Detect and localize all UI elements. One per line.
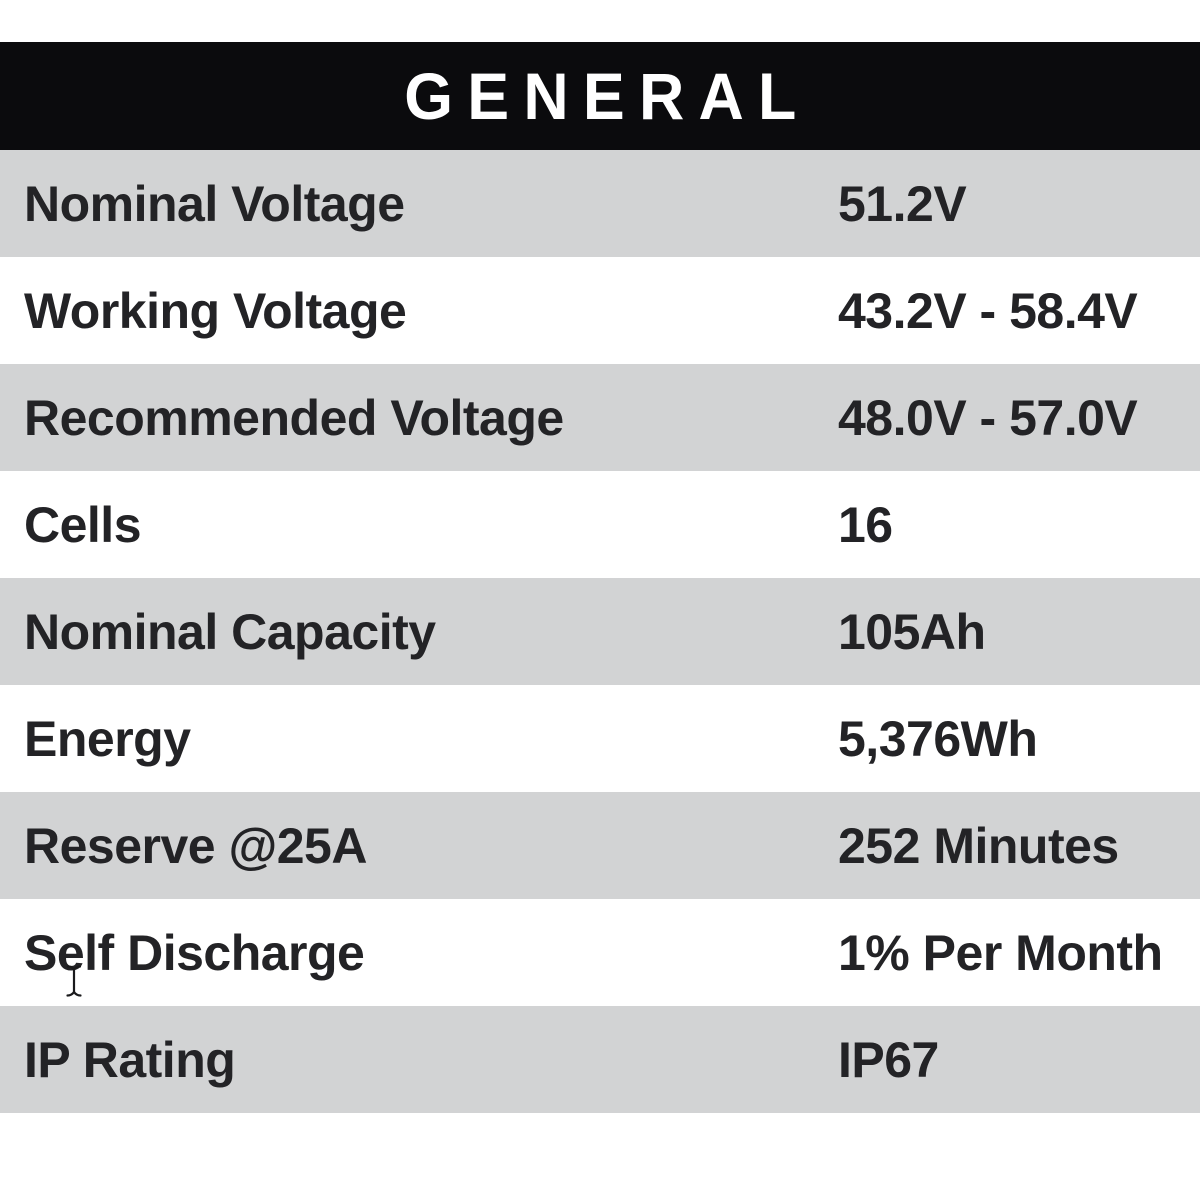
spec-value: 105Ah [838,603,986,660]
spec-label: Self Discharge [24,924,365,981]
spec-row: Working Voltage 43.2V - 58.4V [0,257,1200,364]
section-header: GENERAL [0,42,1200,150]
spec-row: Self Discharge 1% Per Month [0,899,1200,1006]
top-margin [0,0,1200,42]
spec-label: Working Voltage [24,282,407,339]
spec-value: 1% Per Month [838,924,1163,981]
spec-value: 48.0V - 57.0V [838,389,1138,446]
spec-label: Nominal Capacity [24,603,436,660]
spec-row: Recommended Voltage 48.0V - 57.0V [0,364,1200,471]
spec-label: IP Rating [24,1031,236,1088]
spec-label: Nominal Voltage [24,175,405,232]
spec-row: Nominal Capacity 105Ah [0,578,1200,685]
spec-row: Energy 5,376Wh [0,685,1200,792]
spec-label: Reserve @25A [24,817,367,874]
spec-row: Cells 16 [0,471,1200,578]
spec-label: Recommended Voltage [24,389,564,446]
section-title: GENERAL [404,59,811,133]
spec-value: 51.2V [838,175,967,232]
spec-value: 252 Minutes [838,817,1119,874]
spec-row: IP Rating IP67 [0,1006,1200,1113]
spec-row: Nominal Voltage 51.2V [0,150,1200,257]
spec-row: Reserve @25A 252 Minutes [0,792,1200,899]
spec-value: 43.2V - 58.4V [838,282,1138,339]
spec-label: Energy [24,710,191,767]
spec-label: Cells [24,496,142,553]
spec-value: 5,376Wh [838,710,1038,767]
spec-value: IP67 [838,1031,939,1088]
spec-value: 16 [838,496,893,553]
spec-table: Nominal Voltage 51.2V Working Voltage 43… [0,150,1200,1113]
